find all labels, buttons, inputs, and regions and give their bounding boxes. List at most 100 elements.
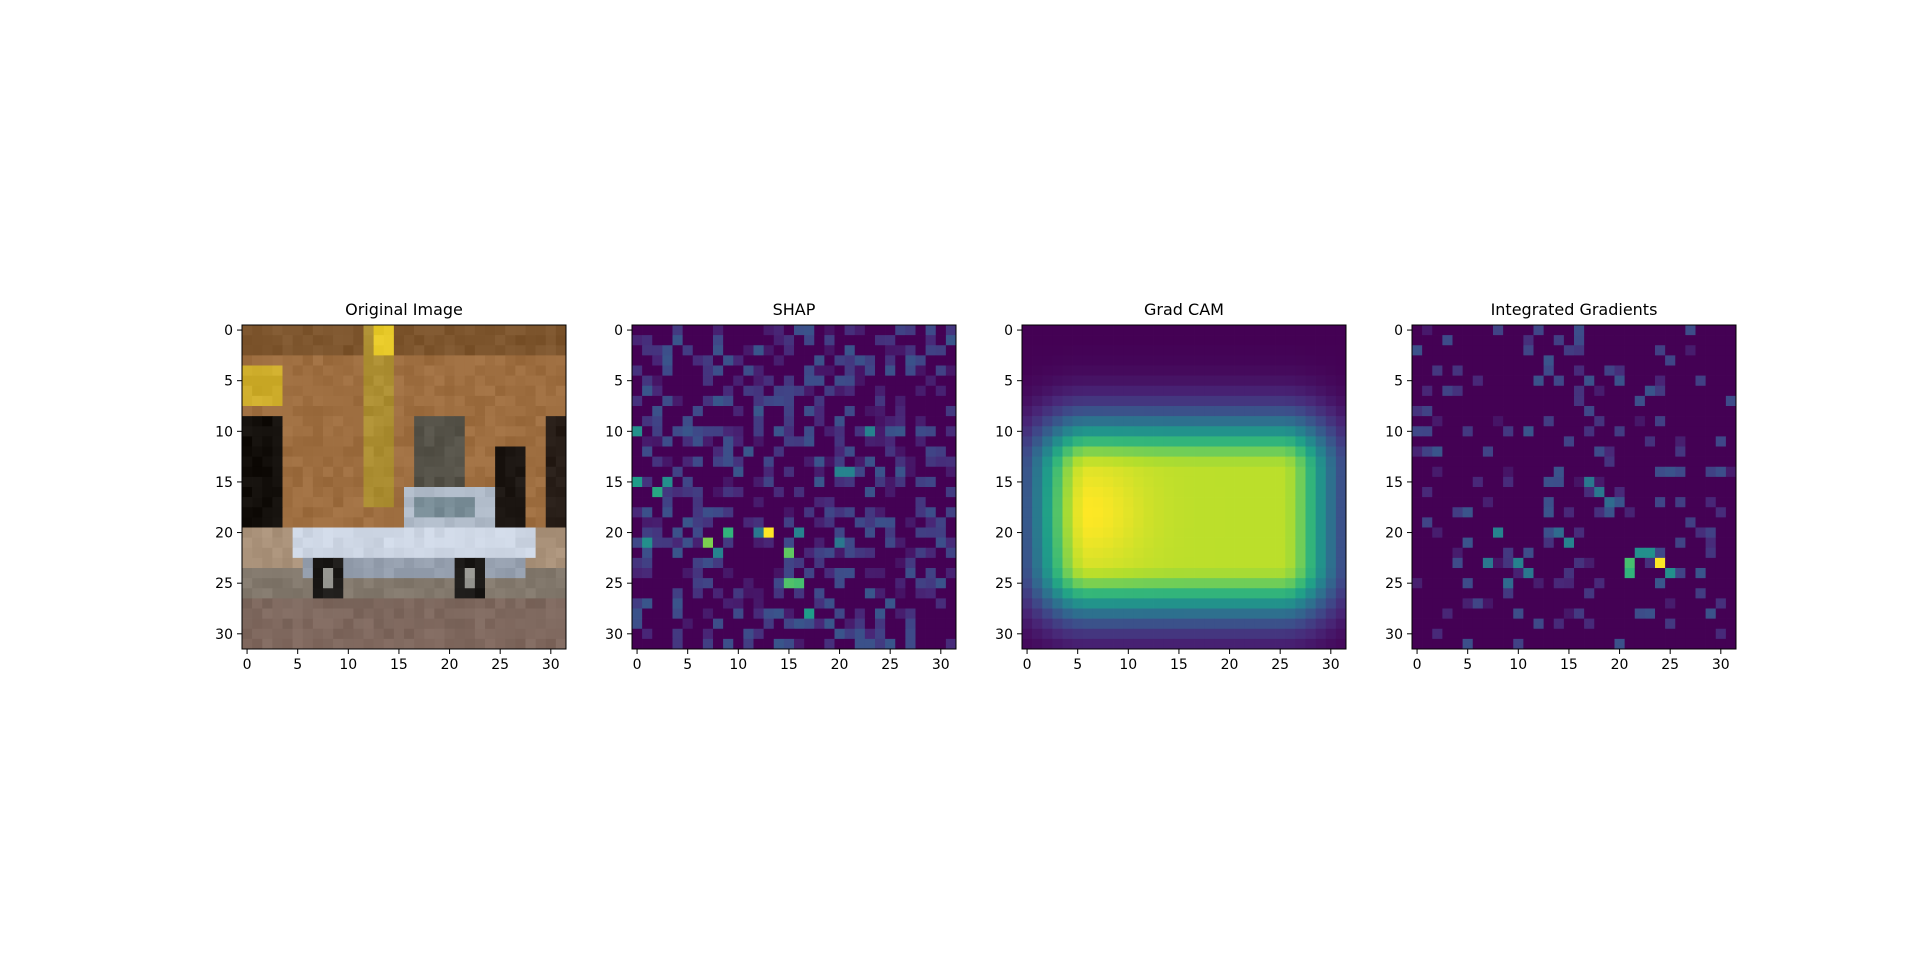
heatmap-cell [1432,497,1443,508]
heatmap-cell [333,568,344,579]
heatmap-cell [1244,527,1256,538]
heatmap-cell [905,487,916,498]
heatmap-cell [854,608,866,619]
heatmap-cell [753,547,764,559]
heatmap-cell [1022,507,1033,518]
heatmap-cell [1462,608,1474,619]
heatmap-cell [804,456,815,468]
heatmap-cell [1432,507,1443,518]
heatmap-cell [662,476,673,488]
heatmap-cell [272,385,283,397]
heatmap-cell [1254,588,1266,599]
heatmap-cell [464,365,476,376]
heatmap-cell [333,325,344,336]
heatmap-cell [515,345,526,356]
heatmap-cell [1533,568,1544,579]
heatmap-cell [373,385,385,397]
heatmap-cell [864,628,876,640]
heatmap-cell [743,557,754,569]
heatmap-cell [1153,466,1165,478]
heatmap-cell [1052,365,1063,376]
heatmap-cell [323,446,334,457]
heatmap-cell [632,345,643,356]
heatmap-cell [1685,456,1696,468]
heatmap-cell [915,608,926,619]
heatmap-cell [1574,608,1585,619]
heatmap-cell [323,416,334,427]
heatmap-cell [854,416,866,427]
heatmap-cell [945,436,957,447]
heatmap-cell [1634,507,1646,518]
heatmap-cell [1234,456,1246,468]
heatmap-cell [555,638,567,650]
heatmap-cell [1614,578,1625,589]
heatmap-cell [1675,385,1686,397]
heatmap-cell [905,517,916,528]
heatmap-cell [485,598,496,609]
heatmap-cell [1452,618,1463,630]
heatmap-cell [925,618,937,630]
heatmap-cell [495,466,506,478]
heatmap-cell [1254,568,1266,579]
heatmap-cell [844,335,856,346]
heatmap-cell [1163,345,1175,356]
heatmap-cell [262,476,273,488]
heatmap-cell [632,578,643,589]
heatmap-cell [1624,537,1636,549]
heatmap-cell [252,608,263,619]
heatmap-cell [545,436,557,447]
heatmap-cell [753,436,764,447]
heatmap-cell [1163,588,1175,599]
heatmap-cell [333,638,344,650]
heatmap-cell [1503,497,1514,508]
heatmap-cell [895,598,906,609]
heatmap-cell [485,345,496,356]
heatmap-cell [1705,446,1717,457]
heatmap-cell [1432,588,1443,599]
heatmap-cell [1462,547,1474,559]
heatmap-cell [1123,557,1134,569]
heatmap-cell [1482,406,1494,417]
heatmap-cell [1204,406,1215,417]
heatmap-cell [783,568,795,579]
heatmap-cell [464,628,476,640]
heatmap-cell [1695,568,1706,579]
heatmap-cell [1482,628,1494,640]
heatmap-cell [1634,416,1646,427]
heatmap-cell [1285,507,1296,518]
heatmap-cell [555,507,567,518]
heatmap-cell [1594,578,1605,589]
heatmap-cell [555,487,567,498]
heatmap-cell [1325,365,1337,376]
heatmap-cell [1204,598,1215,609]
heatmap-cell [1472,487,1484,498]
heatmap-cell [1725,537,1737,549]
heatmap-cell [1432,385,1443,397]
heatmap-cell [1042,375,1053,387]
heatmap-cell [525,638,536,650]
heatmap-cell [1163,365,1175,376]
heatmap-cell [1685,578,1696,589]
heatmap-cell [363,446,374,457]
heatmap-cell [474,385,486,397]
heatmap-cell [1675,345,1686,356]
heatmap-cell [525,618,536,630]
heatmap-cell [723,568,734,579]
heatmap-cell [495,497,506,508]
heatmap-cell [895,588,906,599]
heatmap-cell [1715,578,1727,589]
heatmap-cell [1184,578,1195,589]
heatmap-cell [1082,568,1094,579]
heatmap-cell [885,628,896,640]
heatmap-cell [312,466,324,478]
heatmap-cell [555,375,567,387]
heatmap-cell [363,608,374,619]
heatmap-cell [642,416,653,427]
heatmap-cell [1113,497,1124,508]
heatmap-cell [343,598,354,609]
heatmap-cell [1082,426,1094,437]
heatmap-cell [1133,416,1144,427]
heatmap-cell [262,497,273,508]
heatmap-cell [495,325,506,336]
heatmap-cell [1133,395,1144,407]
